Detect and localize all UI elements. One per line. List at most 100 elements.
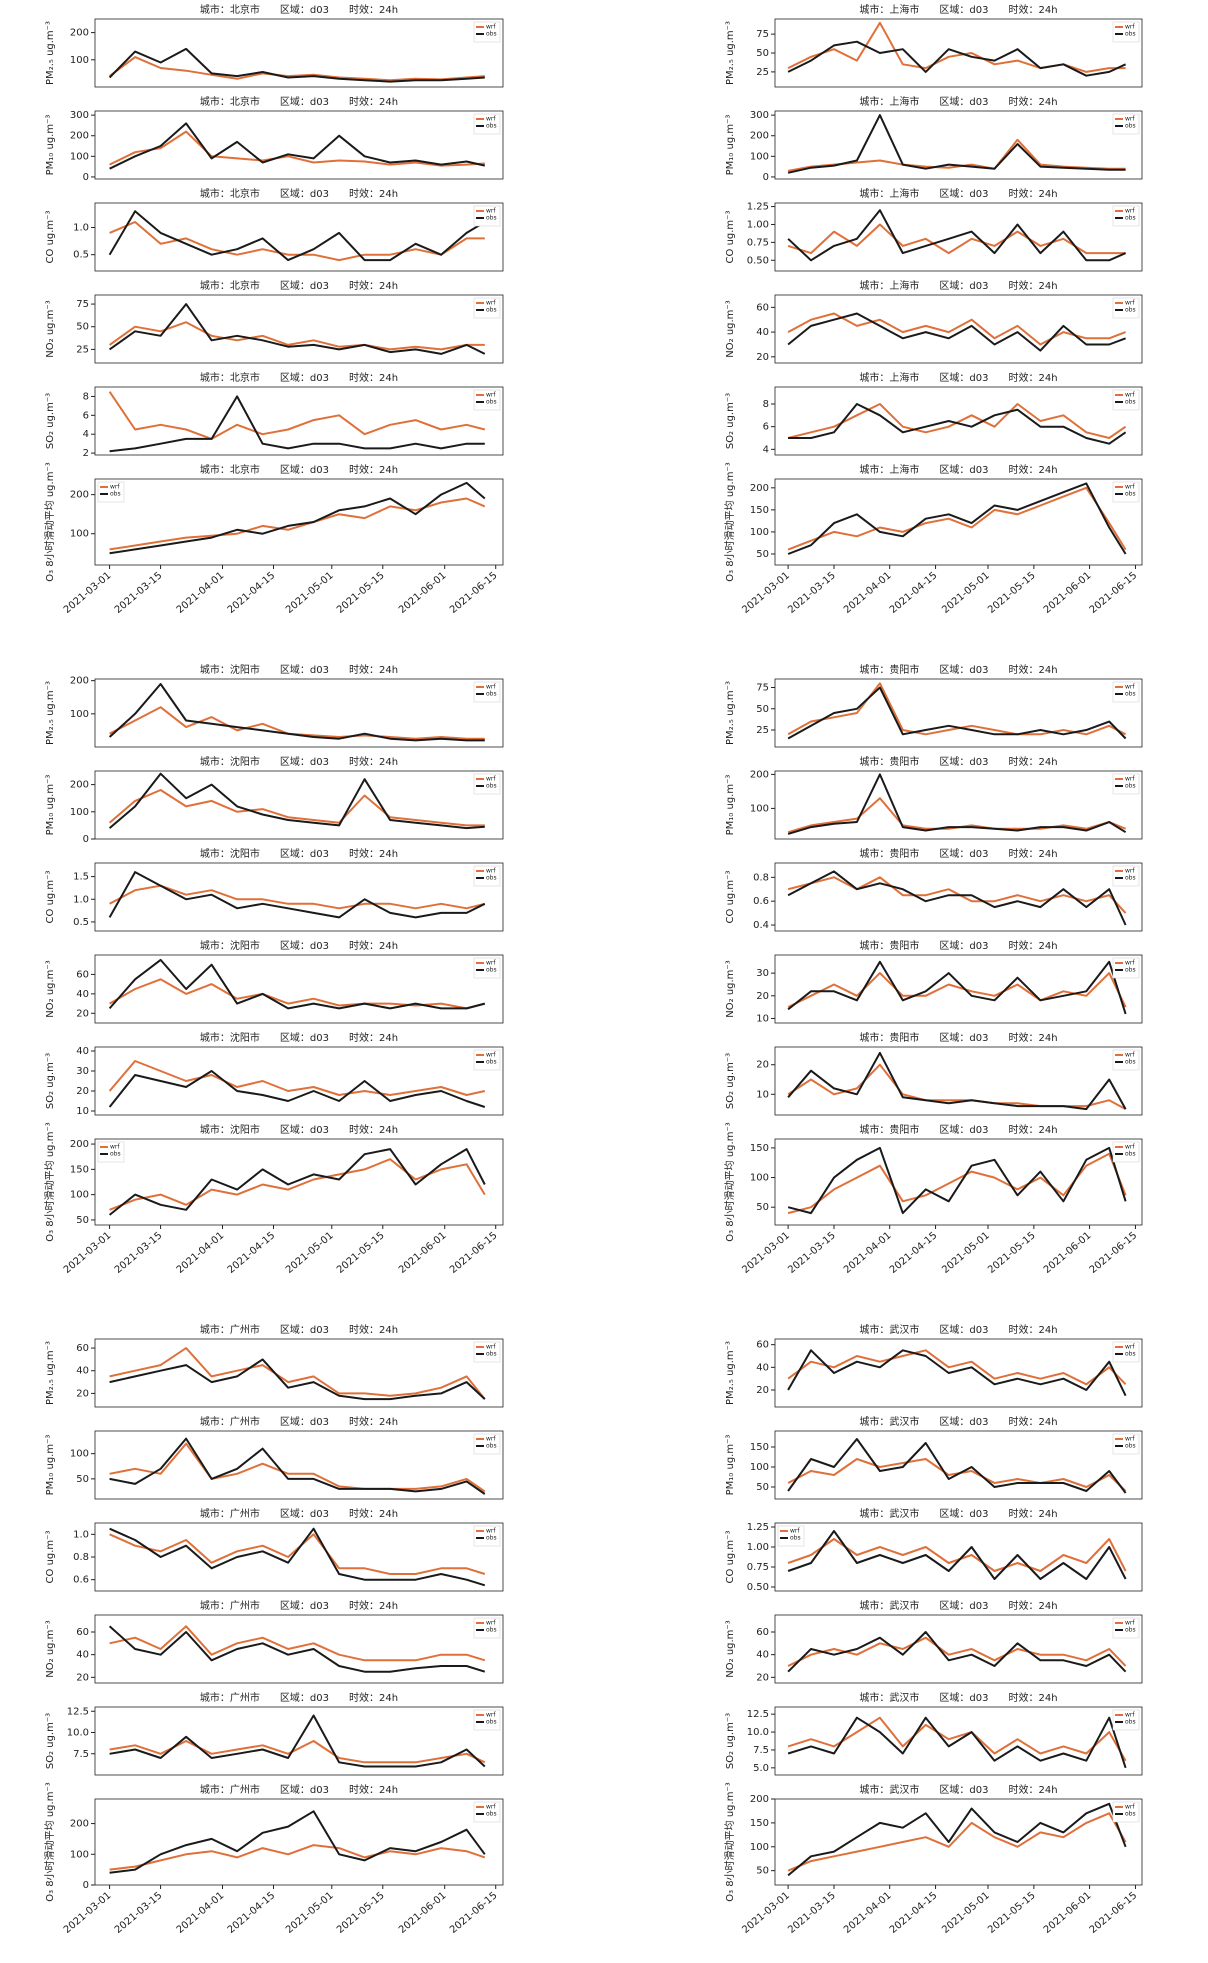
plot-frame	[774, 1522, 1143, 1592]
x-tick-label: 2021-03-01	[740, 570, 792, 616]
panel: 城市：贵阳市 区域：d03 时效：24h PM₂.₅ ug.m⁻³ 25 50 75 wr…	[725, 663, 1143, 748]
y-tick-label: 20	[756, 991, 769, 1002]
series-line	[109, 1358, 486, 1401]
y-tick-label: 10	[756, 1089, 769, 1100]
legend-label: obs	[486, 875, 497, 882]
legend-label: wrf	[486, 1620, 496, 1627]
y-tick-label: 100	[750, 527, 769, 538]
panel: 城市：沈阳市 区域：d03 时效：24h O₃ 8小时滑动平均 ug.m⁻³ 50 1…	[44, 1122, 504, 1276]
panel-title: 城市：贵阳市 区域：d03 时效：24h	[859, 847, 1057, 860]
y-axis-label: PM₂.₅ ug.m⁻³	[45, 21, 56, 85]
x-tick-label: 2021-05-01	[940, 1890, 992, 1936]
panel-title: 城市：贵阳市 区域：d03 时效：24h	[859, 939, 1057, 952]
y-tick-label: 0.75	[747, 237, 769, 248]
y-tick-label: 40	[76, 989, 89, 1000]
legend-label: obs	[1125, 307, 1136, 314]
y-tick-label: 100	[70, 1190, 89, 1201]
y-tick-label: 40	[756, 1362, 769, 1373]
y-axis-label: NO₂ ug.m⁻³	[45, 300, 56, 357]
y-tick-label: 20	[76, 1672, 89, 1683]
y-axis-label: CO ug.m⁻³	[725, 1531, 736, 1584]
y-tick-label: 200	[750, 131, 769, 142]
y-tick-label: 40	[76, 1366, 89, 1377]
legend-label: wrf	[1125, 1620, 1135, 1627]
x-tick-label: 2021-04-01	[842, 570, 894, 616]
legend-label: wrf	[1125, 1344, 1135, 1351]
series-line	[787, 1152, 1127, 1215]
series-line	[109, 978, 486, 1010]
series-line	[109, 497, 486, 551]
plot-frame	[94, 1338, 504, 1408]
plot-frame	[94, 1798, 504, 1886]
plot-frame	[774, 478, 1143, 566]
y-tick-label: 6	[763, 422, 769, 433]
legend-label: wrf	[486, 116, 496, 123]
plot-frame	[94, 1522, 504, 1592]
plot-frame	[774, 678, 1143, 748]
panel-title: 城市：广州市 区域：d03 时效：24h	[200, 1691, 398, 1704]
y-axis-label: PM₂.₅ ug.m⁻³	[725, 1341, 736, 1405]
plot-frame	[774, 954, 1143, 1024]
series-line	[787, 223, 1126, 255]
y-axis-label: PM₁₀ ug.m⁻³	[45, 115, 56, 176]
series-line	[108, 1148, 486, 1216]
y-tick-label: 40	[756, 327, 769, 338]
legend-label: obs	[1125, 1443, 1136, 1450]
y-axis-label: O₃ 8小时滑动平均 ug.m⁻³	[724, 462, 736, 582]
series-line	[787, 486, 1127, 551]
series-line	[787, 482, 1127, 555]
y-tick-label: 2	[83, 448, 89, 459]
panel: 城市：上海市 区域：d03 时效：24h CO ug.m⁻³ 0.50 0.75 1.0…	[725, 187, 1143, 272]
y-tick-label: 50	[756, 1866, 769, 1877]
panel-title: 城市：广州市 区域：d03 时效：24h	[200, 1415, 398, 1428]
x-tick-label: 2021-06-15	[1088, 570, 1140, 616]
x-tick-label: 2021-04-15	[226, 1230, 278, 1276]
x-tick-label: 2021-03-01	[740, 1230, 792, 1276]
legend-label: obs	[1125, 31, 1136, 38]
x-tick-label: 2021-06-01	[1042, 570, 1094, 616]
series-line	[109, 1347, 486, 1400]
y-tick-label: 20	[76, 1008, 89, 1019]
x-tick-label: 2021-06-15	[1088, 1230, 1140, 1276]
plot-frame	[774, 862, 1143, 932]
series-line	[787, 312, 1126, 352]
series-line	[787, 1349, 1127, 1397]
panel: 城市：广州市 区域：d03 时效：24h SO₂ ug.m⁻³ 7.5 10.0 12.…	[45, 1691, 504, 1776]
series-line	[787, 1631, 1127, 1673]
legend-label: obs	[110, 491, 121, 498]
panel-title: 城市：上海市 区域：d03 时效：24h	[859, 463, 1057, 476]
series-line	[788, 403, 1127, 445]
legend-label: wrf	[1125, 1712, 1135, 1719]
y-tick-label: 20	[756, 1385, 769, 1396]
y-tick-label: 8	[83, 391, 89, 402]
y-tick-label: 20	[756, 1672, 769, 1683]
legend-label: wrf	[486, 392, 496, 399]
panel: 城市：沈阳市 区域：d03 时效：24h PM₁₀ ug.m⁻³ 0 100 200 wr…	[45, 755, 504, 845]
x-tick-label: 2021-06-01	[397, 1230, 449, 1276]
series-line	[109, 395, 485, 453]
legend-label: obs	[1125, 123, 1136, 130]
legend-label: obs	[486, 1811, 497, 1818]
x-tick-label: 2021-06-15	[448, 570, 500, 616]
legend-label: obs	[1125, 1059, 1136, 1066]
x-tick-label: 2021-06-15	[1088, 1890, 1140, 1936]
y-tick-label: 0.8	[73, 1552, 89, 1563]
series-line	[787, 1812, 1127, 1872]
y-tick-label: 200	[70, 28, 89, 39]
y-tick-label: 60	[756, 302, 769, 313]
series-line	[108, 391, 486, 440]
y-axis-label: PM₂.₅ ug.m⁻³	[45, 681, 56, 745]
x-tick-label: 2021-06-01	[397, 1890, 449, 1936]
y-tick-label: 50	[756, 704, 769, 715]
x-tick-label: 2021-03-01	[62, 1230, 114, 1276]
panel: 城市：北京市 区域：d03 时效：24h O₃ 8小时滑动平均 ug.m⁻³ 100…	[44, 462, 504, 616]
legend-label: obs	[1125, 1151, 1136, 1158]
y-axis-label: O₃ 8小时滑动平均 ug.m⁻³	[44, 1122, 56, 1242]
legend-label: wrf	[486, 1052, 496, 1059]
